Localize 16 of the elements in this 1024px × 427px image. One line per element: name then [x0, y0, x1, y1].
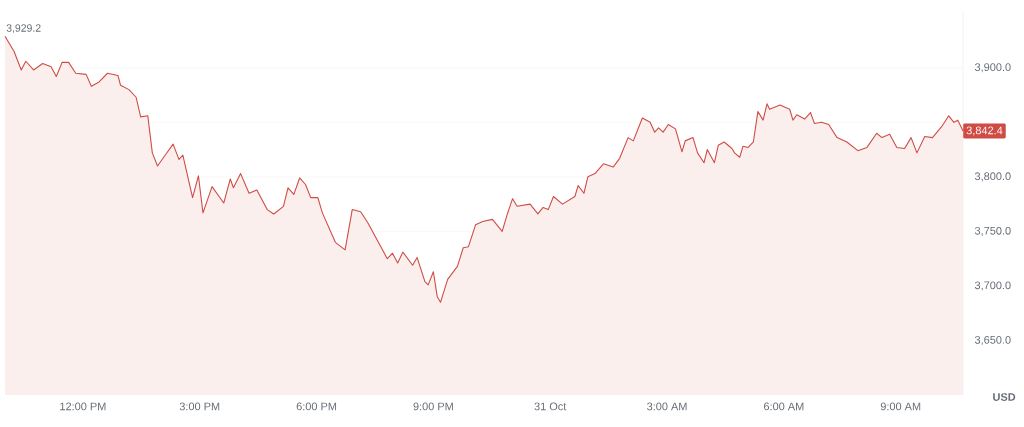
x-tick-label: 6:00 PM	[296, 402, 337, 411]
y-tick-label: 3,900.0	[974, 63, 1011, 73]
y-tick-label: 3,750.0	[974, 226, 1011, 236]
x-tick-label: 9:00 PM	[413, 402, 453, 411]
y-tick-label: 3,800.0	[974, 172, 1011, 182]
y-tick-label: 3,650.0	[974, 335, 1011, 345]
annotation: 3,842.4	[966, 126, 1003, 136]
x-tick-label: 6:00 AM	[764, 402, 804, 411]
x-tick-label: 3:00 AM	[647, 402, 687, 411]
x-tick-label: 12:00 PM	[60, 402, 106, 411]
x-tick-label: 9:00 AM	[880, 402, 921, 411]
annotation: 3,929.2	[6, 24, 41, 33]
x-tick-label: 3:00 PM	[179, 402, 220, 411]
y-axis-title: USD	[993, 393, 1016, 401]
x-tick-label: 31 Oct	[534, 402, 567, 411]
y-tick-label: 3,700.0	[974, 281, 1011, 291]
